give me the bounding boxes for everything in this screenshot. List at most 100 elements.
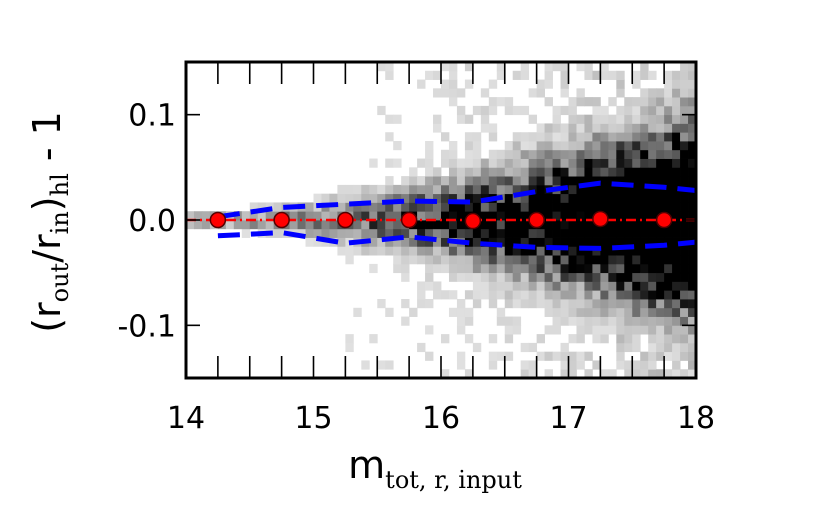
heatmap-cell: [592, 299, 601, 309]
heatmap-cell: [361, 220, 370, 230]
heatmap-cell: [568, 114, 577, 124]
heatmap-cell: [592, 246, 601, 256]
heatmap-cell: [640, 263, 649, 274]
heatmap-cell: [680, 158, 689, 168]
heatmap-cell: [448, 272, 458, 282]
heatmap-cell: [353, 228, 362, 238]
heatmap-cell: [528, 263, 538, 274]
heatmap-cell: [648, 351, 657, 361]
heatmap-cell: [241, 228, 251, 238]
heatmap-cell: [624, 360, 633, 370]
heatmap-cell: [640, 351, 649, 361]
heatmap-cell: [448, 193, 458, 203]
heatmap-cell: [369, 334, 378, 344]
heatmap-cell: [640, 290, 649, 300]
heatmap-cell: [520, 369, 530, 379]
heatmap-cell: [544, 211, 553, 221]
heatmap-cell: [417, 228, 426, 238]
heatmap-cell: [616, 149, 625, 159]
heatmap-cell: [632, 281, 641, 291]
heatmap-cell: [345, 342, 354, 353]
heatmap-cell: [664, 176, 673, 186]
heatmap-cell: [544, 202, 553, 212]
heatmap-cell: [648, 272, 657, 282]
heatmap-cell: [544, 255, 553, 265]
heatmap-cell: [616, 184, 625, 195]
median-point: [209, 211, 227, 229]
heatmap-cell: [624, 334, 633, 344]
heatmap-cell: [584, 325, 593, 335]
heatmap-cell: [624, 325, 633, 335]
heatmap-cell: [313, 220, 322, 230]
heatmap-cell: [576, 176, 585, 186]
heatmap-cell: [568, 105, 577, 116]
heatmap-cell: [552, 114, 561, 124]
heatmap-cell: [401, 237, 410, 247]
heatmap-cell: [536, 79, 545, 89]
heatmap-cell: [504, 325, 514, 335]
heatmap-cell: [688, 167, 697, 177]
heatmap-cell: [672, 316, 681, 326]
heatmap-cell: [520, 141, 530, 151]
heatmap-cell: [520, 149, 530, 159]
heatmap-cell: [568, 193, 577, 203]
heatmap-cell: [353, 246, 362, 256]
heatmap-cell: [600, 167, 609, 177]
heatmap-cell: [576, 272, 585, 282]
heatmap-cell: [632, 149, 641, 159]
heatmap-cell: [512, 149, 522, 159]
heatmap-cell: [600, 176, 609, 186]
heatmap-cell: [664, 79, 673, 89]
heatmap-cell: [680, 211, 689, 221]
x-label-main: m: [348, 443, 385, 487]
heatmap-cell: [249, 211, 259, 221]
heatmap-cell: [417, 184, 426, 195]
heatmap-cell: [648, 141, 657, 151]
heatmap-cell: [616, 114, 625, 124]
heatmap-cell: [193, 220, 203, 230]
heatmap-cell: [409, 246, 418, 256]
heatmap-cell: [592, 176, 601, 186]
heatmap-cell: [592, 97, 601, 107]
heatmap-cell: [656, 316, 665, 326]
heatmap-cell: [664, 193, 673, 203]
heatmap-cell: [576, 246, 585, 256]
heatmap-cell: [393, 193, 402, 203]
heatmap-cell: [377, 220, 386, 230]
heatmap-cell: [417, 290, 426, 300]
heatmap-cell: [656, 105, 665, 116]
heatmap-cell: [472, 149, 482, 159]
heatmap-cell: [464, 246, 474, 256]
heatmap-cell: [480, 88, 490, 98]
heatmap-cell: [616, 299, 625, 309]
heatmap-cell: [640, 316, 649, 326]
heatmap-cell: [504, 158, 514, 168]
heatmap-cell: [648, 149, 657, 159]
heatmap-cell: [648, 97, 657, 107]
heatmap-cell: [616, 105, 625, 116]
heatmap-cell: [672, 307, 681, 317]
x-label-sub: tot, r, input: [385, 466, 522, 494]
heatmap-cell: [600, 132, 609, 142]
heatmap-cell: [512, 167, 522, 177]
heatmap-cell: [536, 237, 545, 247]
heatmap-cell: [377, 211, 386, 221]
heatmap-cell: [504, 141, 514, 151]
heatmap-cell: [448, 246, 458, 256]
heatmap-cell: [425, 281, 434, 291]
heatmap-cell: [401, 184, 410, 195]
heatmap-cell: [648, 342, 657, 353]
heatmap-cell: [472, 176, 482, 186]
heatmap-cell: [448, 149, 458, 159]
heatmap-cell: [536, 334, 545, 344]
heatmap-cell: [656, 307, 665, 317]
heatmap-cell: [361, 360, 370, 370]
heatmap-cell: [688, 220, 697, 230]
heatmap-cell: [504, 246, 514, 256]
heatmap-cell: [632, 132, 641, 142]
heatmap-cell: [560, 141, 569, 151]
heatmap-cell: [568, 290, 577, 300]
heatmap-cell: [552, 281, 561, 291]
heatmap-cell: [624, 220, 633, 230]
heatmap-cell: [640, 167, 649, 177]
